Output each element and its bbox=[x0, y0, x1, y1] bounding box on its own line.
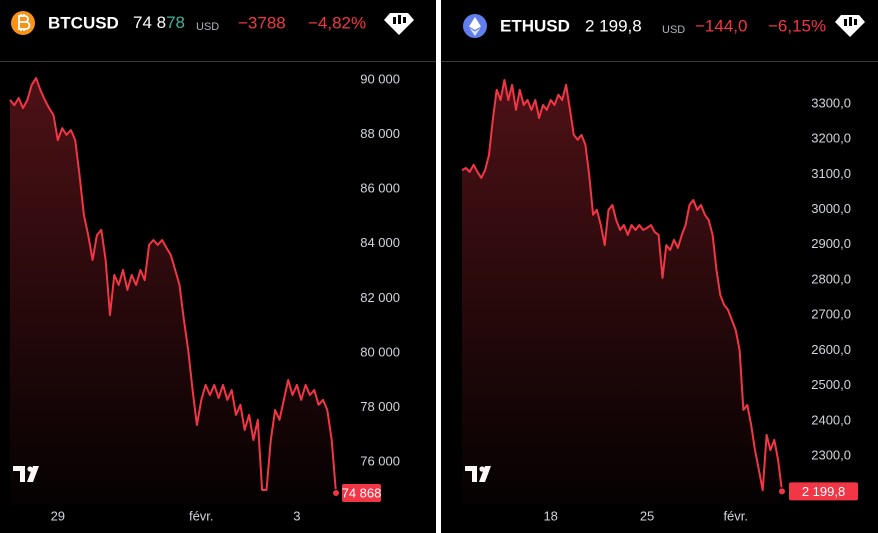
last-price-label: 2 199,8 bbox=[802, 484, 845, 499]
x-tick-label: 3 bbox=[293, 508, 300, 523]
y-tick-label: 2400,0 bbox=[811, 412, 851, 427]
btc-glyph bbox=[18, 14, 31, 31]
y-tick-label: 84 000 bbox=[360, 235, 400, 250]
last-price-box bbox=[789, 482, 858, 501]
btc-icon bbox=[11, 11, 35, 35]
change-percent: −6,15% bbox=[768, 16, 826, 35]
price-main: 74 8 bbox=[133, 13, 166, 32]
area bbox=[462, 80, 782, 505]
x-tick-label: 18 bbox=[543, 508, 557, 523]
y-tick-label: 78 000 bbox=[360, 399, 400, 414]
x-tick-label: févr. bbox=[189, 508, 214, 523]
eth-glyph bbox=[469, 17, 481, 30]
y-tick-label: 2800,0 bbox=[811, 271, 851, 286]
y-tick-label: 3000,0 bbox=[811, 201, 851, 216]
y-tick-label: 2600,0 bbox=[811, 342, 851, 357]
last-point bbox=[332, 489, 340, 498]
y-tick-label: 2500,0 bbox=[811, 377, 851, 392]
change: −144,0 bbox=[695, 16, 747, 35]
last-price-box bbox=[342, 484, 381, 503]
y-tick-label: 82 000 bbox=[360, 290, 400, 305]
y-tick-label: 3200,0 bbox=[811, 131, 851, 146]
currency: USD bbox=[662, 24, 685, 36]
y-tick-label: 2700,0 bbox=[811, 307, 851, 322]
last-price-label: 74 868 bbox=[342, 485, 382, 500]
currency: USD bbox=[196, 21, 219, 33]
x-tick-label: 29 bbox=[51, 508, 65, 523]
price: 2 199,8 bbox=[585, 16, 642, 35]
y-tick-label: 88 000 bbox=[360, 126, 400, 141]
alert-icon[interactable] bbox=[384, 13, 414, 35]
alert-icon[interactable] bbox=[835, 15, 865, 37]
x-tick-label: 25 bbox=[640, 508, 654, 523]
change: −3788 bbox=[238, 13, 286, 32]
y-tick-label: 2300,0 bbox=[811, 447, 851, 462]
area bbox=[10, 78, 336, 505]
y-tick-label: 86 000 bbox=[360, 181, 400, 196]
y-tick-label: 76 000 bbox=[360, 454, 400, 469]
x-tick-label: févr. bbox=[723, 508, 748, 523]
price-tick: 78 bbox=[166, 13, 185, 32]
eth-glyph bbox=[469, 28, 481, 36]
y-tick-label: 2900,0 bbox=[811, 236, 851, 251]
last-point bbox=[778, 487, 786, 496]
change-percent-clip: −6,15% bbox=[768, 16, 826, 35]
symbol: BTCUSD bbox=[48, 13, 119, 32]
y-tick-label: 3100,0 bbox=[811, 166, 851, 181]
y-tick-label: 80 000 bbox=[360, 344, 400, 359]
y-tick-label: 90 000 bbox=[360, 71, 400, 86]
line bbox=[461, 79, 783, 492]
symbol: ETHUSD bbox=[500, 16, 570, 35]
price: 74 878 bbox=[133, 13, 185, 32]
change-percent: −4,82% bbox=[308, 13, 366, 32]
change-percent-clip: −4,82% bbox=[308, 13, 366, 32]
line bbox=[9, 77, 337, 494]
y-tick-label: 3300,0 bbox=[811, 95, 851, 110]
